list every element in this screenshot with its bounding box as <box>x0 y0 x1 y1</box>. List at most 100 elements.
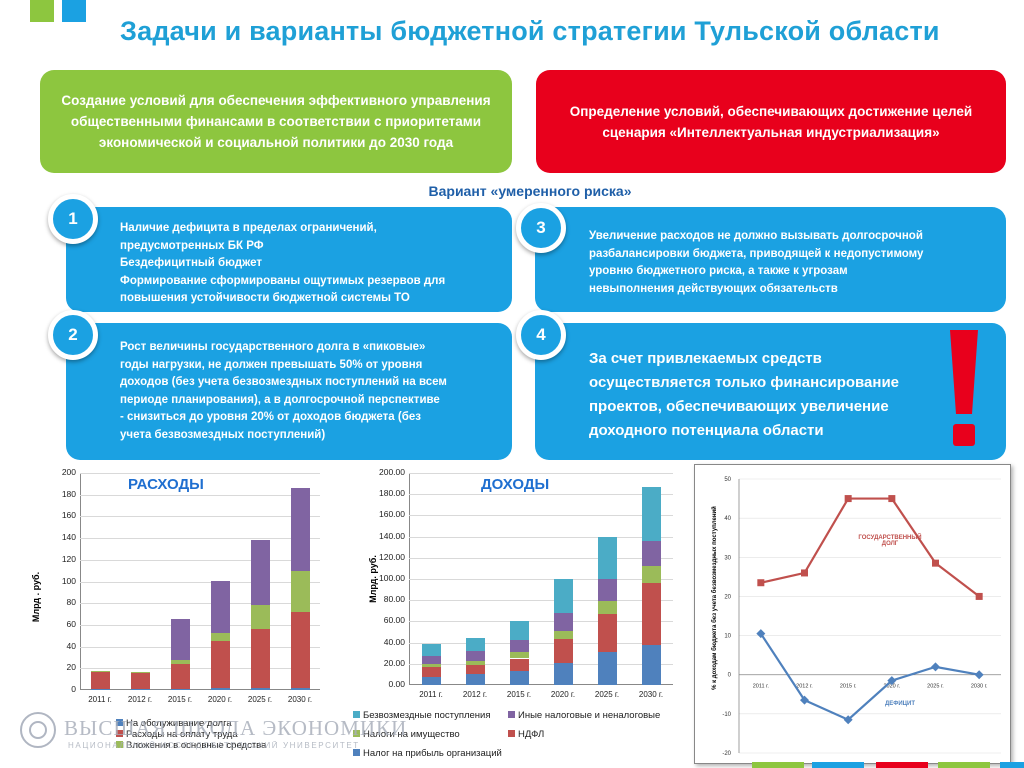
legend-item: НДФЛ <box>508 725 544 744</box>
y-tick-label: 140 <box>61 532 76 543</box>
x-tick-label: 2030 г. <box>287 695 313 704</box>
x-tick-label: 2015 г. <box>506 690 532 699</box>
legend-row: Налоги на имущество НДФЛ <box>353 725 683 744</box>
task-line: Рост величины государственного долга в «… <box>120 341 426 353</box>
deficit-point <box>756 629 766 639</box>
revenue-plot: 0.00 20.00 40.00 60.00 80.00 100.00 120.00 140.… <box>345 462 690 768</box>
legend-swatch <box>116 741 123 748</box>
bar-segment <box>641 583 661 645</box>
legend-label: Безвозмездные поступления <box>363 710 491 721</box>
legend-swatch <box>508 711 515 718</box>
y-tick-label: 140.00 <box>379 530 405 541</box>
gridline <box>80 494 320 496</box>
bar-segment <box>210 640 230 689</box>
y-tick-label: 180.00 <box>379 488 405 499</box>
debt-point <box>932 559 939 567</box>
footer-bar-green-2 <box>938 762 990 768</box>
y-tick-label: 30 <box>724 555 731 561</box>
revenue-chart: ДОХОДЫ Млрд. руб. 0.00 20.00 40.00 60.00 80.… <box>345 462 690 768</box>
debt-point <box>757 579 765 587</box>
corner-square-blue <box>62 0 86 22</box>
y-tick-label: 40 <box>66 640 76 651</box>
x-tick-label: 2030 г. <box>971 684 988 690</box>
bar-segment <box>421 656 441 664</box>
series-label-debt: ГОСУДАРСТВЕННЫЙ ДОЛГ <box>858 535 922 547</box>
expenses-plot: 0 20 40 60 80 100 120 140 160 180 200 2011 г. 2012 г… <box>0 462 345 768</box>
bar-segment <box>290 688 310 690</box>
deficit-point <box>887 676 897 686</box>
bar-segment <box>250 604 270 629</box>
deficit-point <box>931 662 940 672</box>
task-line: Бездефицитный бюджет <box>120 257 262 269</box>
number-badge-3: 3 <box>516 203 566 253</box>
legend-swatch <box>116 719 123 726</box>
legend-label: Расходы на оплату труда <box>126 729 238 740</box>
task-box-4: За счет привлекаемых средств осуществляе… <box>535 323 1006 460</box>
x-tick-label: 2015 г. <box>840 684 857 690</box>
goal-box-red: Определение условий, обеспечивающих дост… <box>536 70 1006 173</box>
legend-label: Иные налоговые и неналоговые <box>518 710 661 721</box>
bar-segment <box>553 612 573 631</box>
exclamation-icon <box>950 330 978 446</box>
y-tick-label: 200 <box>61 467 76 477</box>
task-line: периоде планирования), а в долгосрочной … <box>120 393 440 406</box>
gridline <box>80 646 320 648</box>
y-tick-label: 20 <box>66 662 76 673</box>
y-tick-label: 50 <box>724 477 731 483</box>
corner-square-green <box>30 0 54 22</box>
y-tick-label: 120 <box>61 553 76 564</box>
task-line: Наличие дефицита в пределах ограничений, <box>120 222 377 234</box>
debt-line <box>760 497 980 598</box>
footer-bar-blue <box>812 762 864 768</box>
legend-label: Вложения в основные средства <box>126 740 267 751</box>
footer-bar-blue-2 <box>1000 762 1024 768</box>
bar-segment <box>553 630 573 640</box>
bar-segment <box>130 671 150 673</box>
bar-segment <box>170 659 190 664</box>
legend-label: НДФЛ <box>518 729 545 740</box>
bar-segment <box>465 664 485 675</box>
debt-point <box>801 569 808 577</box>
expenses-chart: РАСХОДЫ Млрд . руб. 0 20 40 60 80 100 120 140 16… <box>0 462 345 768</box>
gridline <box>409 473 673 474</box>
gridline <box>80 668 320 670</box>
legend-swatch <box>508 730 515 737</box>
legend-item: Иные налоговые и неналоговые <box>508 706 660 725</box>
task-line: уровню бюджетного риска, а также к угроз… <box>589 265 848 277</box>
bar-segment <box>130 689 150 690</box>
gridline <box>80 624 320 626</box>
task-line: доходов (без учета безвозмездных поступл… <box>120 376 447 388</box>
x-tick-label: 2020 г. <box>207 695 233 704</box>
deficit-point <box>800 695 809 705</box>
bar-segment <box>465 638 485 652</box>
gridline <box>409 663 673 665</box>
bar-segment <box>465 674 485 685</box>
debt-point <box>888 495 896 503</box>
task-box-1: Наличие дефицита в пределах ограничений,… <box>66 207 512 312</box>
bar-segment <box>210 688 230 690</box>
gridline <box>80 516 320 518</box>
task-line: За счет привлекаемых средств <box>589 350 822 367</box>
legend-label: Налоги на имущество <box>363 729 460 740</box>
bar-segment <box>597 579 617 602</box>
legend-item: Налог на прибыль организаций <box>353 744 502 763</box>
x-tick-label: 2030 г. <box>638 690 664 699</box>
x-tick-label: 2015 г. <box>167 695 193 704</box>
legend-row: Безвозмездные поступления Иные налоговые… <box>353 706 683 725</box>
y-tick-label: 0 <box>71 684 76 694</box>
bar-segment <box>509 640 529 653</box>
number-badge-1: 1 <box>48 194 98 244</box>
x-tick-label: 2012 г. <box>462 690 488 699</box>
gridline <box>409 536 673 538</box>
legend-item: Вложения в основные средства <box>116 740 266 751</box>
bar-segment <box>290 487 310 572</box>
bar-segment <box>421 666 441 677</box>
bar-segment <box>641 540 661 567</box>
y-tick-label: 40.00 <box>383 636 405 647</box>
y-tick-label: 80.00 <box>383 594 405 605</box>
bar-segment <box>597 613 617 653</box>
x-tick-label: 2020 г. <box>550 690 576 699</box>
y-tick-label: -20 <box>722 751 731 757</box>
bar-segment <box>509 658 529 672</box>
bar-segment <box>90 671 110 673</box>
